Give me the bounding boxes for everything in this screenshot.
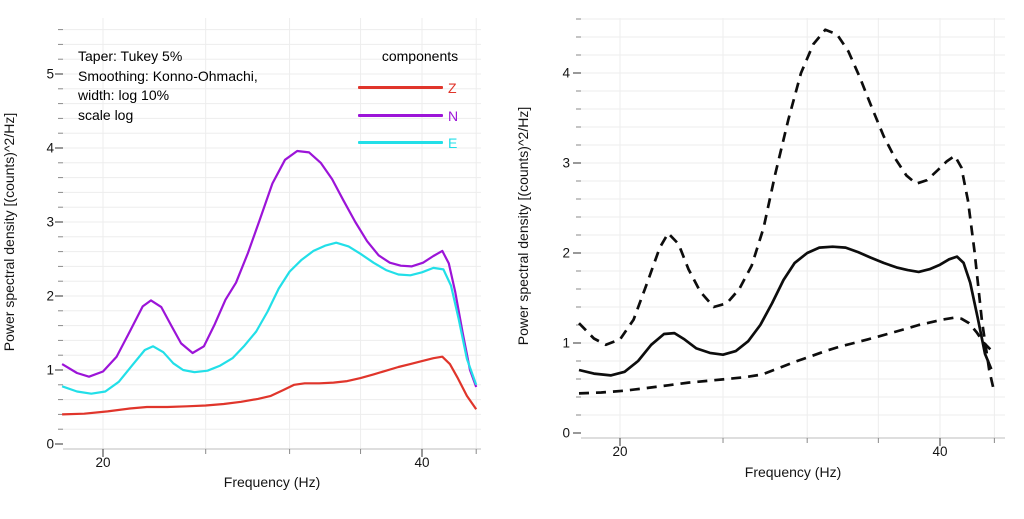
y-tick-label: 3 [46,215,54,230]
components-legend: components Z N E [358,48,478,151]
legend-line-n-icon [358,114,443,117]
annotation-line-width: width: log 10% [78,87,170,103]
components-psd-panel: 0 1 2 3 4 5 20 40 Frequency (Hz) Power spectral d… [1,18,481,490]
curve-mean-plus-std [578,28,995,389]
y-tick-label: 3 [562,156,570,171]
processing-annotation: Taper: Tukey 5% Smoothing: Konno-Ohmachi… [78,47,258,125]
annotation-line-smoothing: Smoothing: Konno-Ohmachi, [78,67,258,84]
legend-entry-z: Z [358,80,478,96]
legend-label-e: E [448,135,458,151]
curve-mean-minus-std [578,316,992,395]
components-psd-chart: 0 1 2 3 4 5 20 40 Frequency (Hz) Power spectral d… [1,18,481,490]
x-tick-label: 40 [414,455,429,470]
legend-entry-e: E [358,135,478,151]
x-axis-label: Frequency (Hz) [224,474,320,490]
legend-label-z: Z [448,80,457,96]
x-tick-label: 20 [612,444,627,459]
curve-mean [578,245,993,377]
annotation-line-taper: Taper: Tukey 5% [78,48,183,64]
legend-label-n: N [448,108,459,124]
curve-N [61,149,478,388]
legend-line-e-icon [358,141,443,144]
curve-E [61,241,478,395]
x-axis-label: Frequency (Hz) [745,464,841,480]
x-tick-label: 40 [932,444,947,459]
legend-title: components [381,48,459,64]
y-axis-label: Power spectral density [(counts)^2/Hz] [515,107,531,345]
y-tick-label: 4 [46,141,54,156]
y-tick-label: 0 [46,437,54,452]
curve-Z [62,355,478,416]
legend-line-z-icon [358,86,443,89]
y-tick-label: 0 [562,426,570,441]
y-tick-label: 4 [562,66,570,81]
y-tick-label: 1 [46,363,54,378]
x-tick-label: 20 [95,455,110,470]
mean-psd-panel: 0 1 2 3 4 20 40 Frequency (Hz) Power spectral de… [512,0,1024,519]
legend-entry-n: N [358,108,478,124]
y-tick-label: 2 [562,246,570,261]
annotation-line-scale: scale log [78,106,134,123]
y-tick-label: 5 [46,67,54,82]
y-tick-label: 2 [46,289,54,304]
mean-psd-chart: 0 1 2 3 4 20 40 Frequency (Hz) Power spectral de… [515,18,1005,480]
y-tick-label: 1 [562,336,570,351]
y-axis-label: Power spectral density [(counts)^2/Hz] [1,113,17,351]
